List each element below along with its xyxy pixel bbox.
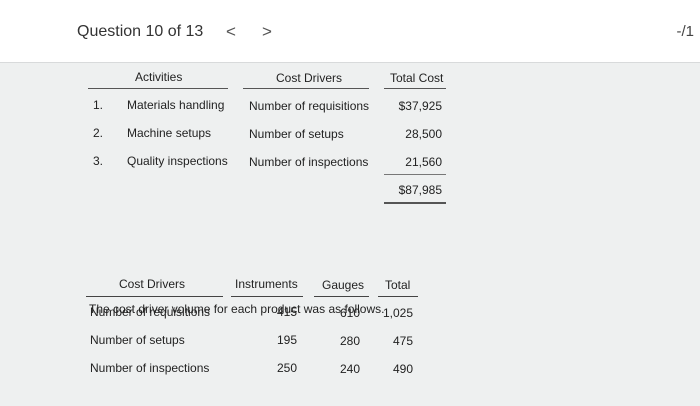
total-rule	[384, 174, 446, 175]
total-value: 475	[392, 334, 413, 348]
instruments-value: 250	[276, 361, 297, 375]
row-number: 1.	[93, 98, 104, 112]
activity-cost: 28,500	[405, 127, 442, 141]
total-value: 490	[392, 362, 413, 376]
row-number: 2.	[93, 126, 104, 140]
header-underline	[243, 88, 369, 89]
header-underline	[378, 296, 418, 297]
instruments-value: 195	[276, 333, 297, 347]
question-header: Question 10 of 13 < > -/1	[0, 0, 700, 63]
header-underline	[384, 88, 446, 89]
volume-driver: Number of requisitions	[90, 305, 211, 319]
gauges-value: 280	[339, 334, 360, 348]
header-activities: Activities	[135, 70, 183, 84]
gauges-value: 240	[339, 362, 360, 376]
header-underline	[86, 296, 223, 297]
next-question-button[interactable]: >	[262, 22, 272, 41]
score-indicator: -/1	[676, 23, 694, 40]
cost-driver: Number of setups	[249, 127, 344, 141]
volume-driver: Number of setups	[90, 333, 185, 347]
header-gauges: Gauges	[322, 278, 365, 292]
double-underline	[384, 202, 446, 204]
activity-name: Materials handling	[127, 98, 225, 112]
cost-driver: Number of inspections	[249, 155, 369, 169]
header-underline	[231, 296, 303, 297]
header-underline	[314, 296, 369, 297]
instruments-value: 415	[276, 305, 297, 319]
gauges-value: 610	[339, 306, 360, 320]
previous-question-button[interactable]: <	[226, 22, 236, 41]
row-number: 3.	[93, 154, 104, 168]
header-total: Total	[385, 278, 411, 292]
volume-table: Cost Drivers Instruments Gauges Total Nu…	[0, 63, 700, 406]
activity-name: Machine setups	[127, 126, 212, 140]
cost-driver: Number of requisitions	[249, 99, 370, 113]
header-total-cost: Total Cost	[390, 71, 444, 85]
total-value: 1,025	[382, 306, 413, 320]
header-instruments: Instruments	[235, 277, 298, 291]
question-counter: Question 10 of 13	[77, 23, 204, 40]
activity-name: Quality inspections	[127, 154, 228, 168]
total-cost-value: $87,985	[398, 183, 442, 197]
activity-cost: $37,925	[398, 99, 442, 113]
activities-table: Activities Cost Drivers Total Cost 1. Ma…	[0, 63, 700, 223]
volume-driver: Number of inspections	[90, 361, 210, 375]
header-cost-drivers: Cost Drivers	[276, 71, 343, 85]
activity-cost: 21,560	[405, 155, 442, 169]
volume-intro-text: The cost driver volume for each product …	[89, 302, 385, 316]
question-content: Activities Cost Drivers Total Cost 1. Ma…	[0, 63, 700, 406]
header-cost-drivers: Cost Drivers	[119, 277, 186, 291]
header-underline	[88, 88, 228, 89]
